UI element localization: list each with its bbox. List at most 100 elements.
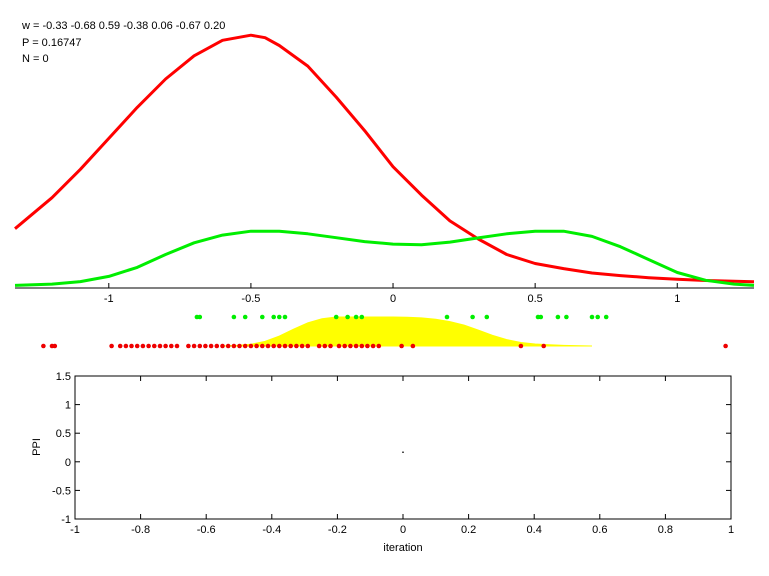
ppi-plot: -1 -0.8 -0.6 -0.4 -0.2 0 0.2 0.4 0.6 0.8 1 -1 -0.5 0 0… bbox=[31, 371, 734, 554]
sample-dot bbox=[328, 343, 333, 349]
ppi-x-tick-label: 0.8 bbox=[658, 524, 673, 536]
sample-dot bbox=[271, 343, 277, 349]
ppi-y-label: PPI bbox=[31, 438, 43, 456]
sample-dot bbox=[595, 314, 600, 320]
probability-text: P = 0.16747 bbox=[22, 37, 81, 49]
sample-dot bbox=[169, 343, 174, 349]
ppi-x-tick-label: -0.4 bbox=[262, 524, 281, 536]
sample-dot bbox=[316, 343, 322, 349]
ppi-y-tick-label: 1 bbox=[65, 400, 71, 412]
ppi-y-tick-label: 0 bbox=[65, 457, 71, 469]
sample-dot bbox=[208, 343, 214, 349]
sample-dot bbox=[342, 343, 348, 349]
ppi-y-tick-label: -0.5 bbox=[52, 485, 71, 497]
sample-dot bbox=[353, 314, 359, 320]
ppi-axis-ticks: -1 -0.8 -0.6 -0.4 -0.2 0 0.2 0.4 0.6 0.8 1 -1 -0.5 0 0… bbox=[52, 371, 734, 536]
sample-dot bbox=[336, 343, 342, 349]
sample-dot bbox=[348, 343, 353, 349]
sample-dot bbox=[333, 314, 339, 320]
sample-dot bbox=[555, 314, 561, 320]
sample-dot bbox=[564, 314, 569, 320]
ppi-x-tick-label: 1 bbox=[728, 524, 734, 536]
sample-dot bbox=[589, 314, 595, 320]
sample-dot bbox=[282, 314, 288, 320]
sample-dot bbox=[484, 314, 490, 320]
sample-dot bbox=[203, 343, 208, 349]
sample-dot bbox=[359, 343, 365, 349]
sample-dot bbox=[518, 343, 524, 349]
sample-dot bbox=[399, 343, 404, 349]
sample-dot bbox=[237, 343, 242, 349]
density-x-tick-label: 1 bbox=[674, 293, 680, 305]
sample-dot bbox=[220, 343, 225, 349]
sample-dot bbox=[260, 314, 265, 320]
density-series-line-2 bbox=[14, 229, 755, 287]
weights-text: w = -0.33 -0.68 0.59 -0.38 0.06 -0.67 0.… bbox=[21, 20, 225, 32]
ppi-plot-frame bbox=[74, 375, 732, 520]
ppi-x-tick-label: 0 bbox=[400, 524, 406, 536]
ppi-x-tick-label: 0.6 bbox=[592, 524, 607, 536]
density-x-tick-label: -0.5 bbox=[241, 293, 260, 305]
sample-dot bbox=[277, 343, 282, 349]
ppi-x-tick-label: 0.4 bbox=[527, 524, 542, 536]
sample-dot bbox=[197, 343, 203, 349]
sample-dot bbox=[271, 314, 277, 320]
sample-dot bbox=[277, 314, 282, 320]
sample-dot bbox=[305, 343, 311, 349]
sample-dot bbox=[541, 343, 546, 349]
sample-dot bbox=[288, 343, 294, 349]
density-x-ticks: -1 -0.5 0 0.5 1 bbox=[104, 283, 680, 305]
sample-dot bbox=[376, 343, 382, 349]
sample-dot bbox=[242, 343, 248, 349]
sample-dot bbox=[299, 343, 305, 349]
ppi-x-label: iteration bbox=[383, 542, 422, 554]
sample-dot bbox=[322, 343, 328, 349]
ppi-points bbox=[402, 451, 404, 454]
sample-dot bbox=[197, 314, 203, 320]
density-plot: -1 -0.5 0 0.5 1 w = -0.33 -0.68 0.59 -0.38 0… bbox=[14, 20, 755, 305]
ppi-y-tick-label: 1.5 bbox=[56, 371, 71, 383]
count-text: N = 0 bbox=[22, 53, 49, 65]
sample-dot bbox=[265, 343, 271, 349]
sample-dot bbox=[248, 343, 254, 349]
sample-dot bbox=[140, 343, 146, 349]
sample-dot bbox=[242, 314, 248, 320]
sample-dot bbox=[191, 343, 197, 349]
sample-dot bbox=[603, 314, 609, 320]
sample-dot bbox=[353, 343, 359, 349]
sample-dot bbox=[134, 343, 140, 349]
ppi-x-tick-label: -1 bbox=[70, 524, 80, 536]
sample-dot bbox=[470, 314, 475, 320]
sample-dot bbox=[231, 343, 237, 349]
ppi-x-tick-label: -0.8 bbox=[131, 524, 150, 536]
sample-dot bbox=[444, 314, 450, 320]
ppi-x-tick-label: 0.2 bbox=[461, 524, 476, 536]
sample-dot bbox=[214, 343, 220, 349]
density-curves bbox=[14, 33, 755, 287]
sample-dot bbox=[41, 343, 46, 349]
ppi-y-tick-label: -1 bbox=[61, 514, 71, 526]
sample-dot bbox=[365, 343, 370, 349]
sample-density-area-1 bbox=[222, 316, 593, 347]
ppi-x-tick-label: -0.2 bbox=[328, 524, 347, 536]
sample-dot bbox=[260, 343, 265, 349]
sample-dot bbox=[345, 314, 350, 320]
sample-dot bbox=[294, 343, 299, 349]
density-x-tick-label: -1 bbox=[104, 293, 114, 305]
sample-dot bbox=[174, 343, 180, 349]
density-x-tick-label: 0 bbox=[390, 293, 396, 305]
ppi-point bbox=[402, 451, 404, 454]
sample-dot bbox=[723, 343, 728, 349]
sample-dot bbox=[231, 314, 237, 320]
sample-dot bbox=[109, 343, 114, 349]
sample-dot bbox=[52, 343, 58, 349]
sample-dot bbox=[163, 343, 168, 349]
ppi-y-tick-label: 0.5 bbox=[56, 428, 71, 440]
sample-dot bbox=[410, 343, 416, 349]
sample-dot bbox=[123, 343, 129, 349]
sample-dot bbox=[538, 314, 544, 320]
sample-dots bbox=[41, 314, 728, 349]
sample-dot bbox=[282, 343, 288, 349]
sample-dot bbox=[146, 343, 151, 349]
